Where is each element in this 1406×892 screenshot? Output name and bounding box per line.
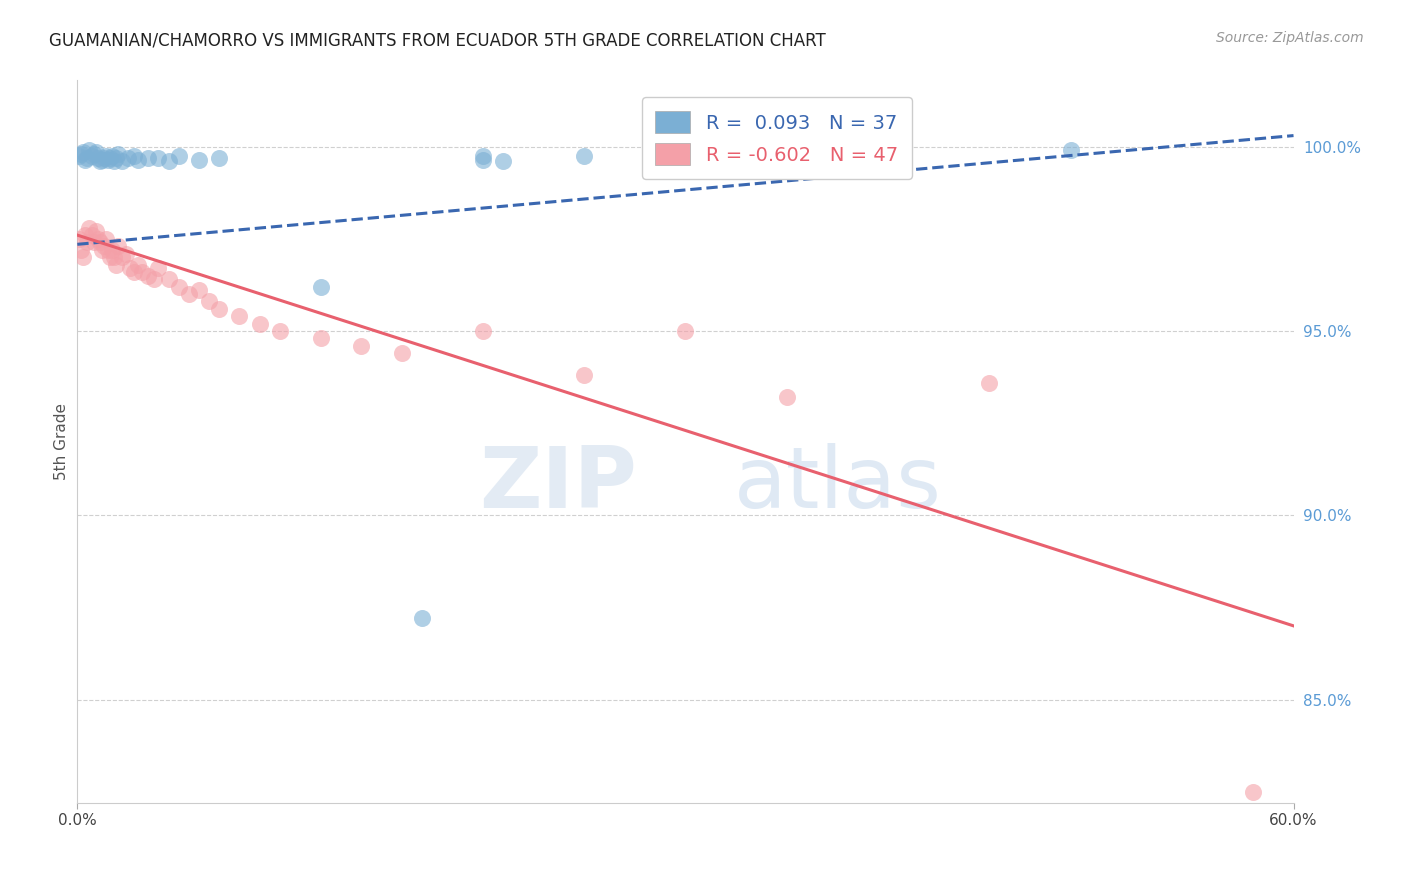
Point — [76, 235, 98, 250]
Point — [1241, 785, 1264, 799]
Point — [80, 149, 103, 163]
Point — [136, 151, 159, 165]
Point — [84, 145, 107, 160]
Point — [157, 154, 180, 169]
Point — [167, 279, 190, 293]
Point — [471, 153, 494, 167]
Point — [122, 265, 145, 279]
Point — [67, 149, 90, 163]
Point — [103, 154, 125, 169]
Point — [115, 246, 138, 260]
Point — [98, 250, 121, 264]
Point — [86, 151, 108, 165]
Text: GUAMANIAN/CHAMORRO VS IMMIGRANTS FROM ECUADOR 5TH GRADE CORRELATION CHART: GUAMANIAN/CHAMORRO VS IMMIGRANTS FROM EC… — [49, 31, 825, 49]
Point — [131, 265, 153, 279]
Point — [177, 287, 200, 301]
Point — [70, 147, 93, 161]
Point — [79, 220, 101, 235]
Point — [84, 224, 107, 238]
Text: Source: ZipAtlas.com: Source: ZipAtlas.com — [1216, 31, 1364, 45]
Point — [79, 144, 101, 158]
Text: atlas: atlas — [734, 443, 942, 526]
Point — [471, 324, 494, 338]
Point — [89, 235, 111, 250]
Point — [72, 145, 94, 160]
Point — [111, 250, 134, 264]
Point — [127, 258, 149, 272]
Text: ZIP: ZIP — [479, 443, 637, 526]
Point — [72, 250, 94, 264]
Point — [492, 154, 515, 169]
Point — [143, 272, 166, 286]
Point — [101, 149, 124, 163]
Point — [572, 368, 595, 383]
Point — [107, 147, 129, 161]
Point — [188, 284, 211, 298]
Point — [90, 153, 112, 167]
Point — [572, 149, 595, 163]
Point — [86, 232, 108, 246]
Point — [1059, 144, 1081, 158]
Point — [167, 149, 190, 163]
Point — [148, 261, 170, 276]
Point — [104, 258, 127, 272]
Point — [104, 152, 127, 166]
Point — [94, 149, 117, 163]
Point — [198, 294, 221, 309]
Point — [411, 611, 433, 625]
Point — [103, 250, 125, 264]
Point — [118, 261, 141, 276]
Point — [80, 228, 103, 243]
Point — [94, 232, 117, 246]
Point — [89, 154, 111, 169]
Point — [76, 151, 98, 165]
Legend: R =  0.093   N = 37, R = -0.602   N = 47: R = 0.093 N = 37, R = -0.602 N = 47 — [641, 97, 911, 179]
Point — [101, 243, 124, 257]
Point — [228, 309, 250, 323]
Point — [471, 149, 494, 163]
Point — [70, 243, 93, 257]
Point — [350, 339, 373, 353]
Point — [208, 301, 231, 316]
Point — [269, 324, 291, 338]
Point — [75, 228, 97, 243]
Point — [97, 243, 120, 257]
Point — [93, 151, 115, 165]
Point — [188, 153, 211, 167]
Point — [117, 151, 139, 165]
Point — [979, 376, 1001, 390]
Y-axis label: 5th Grade: 5th Grade — [53, 403, 69, 480]
Point — [98, 151, 121, 165]
Point — [157, 272, 180, 286]
Point — [111, 154, 134, 169]
Point — [67, 232, 90, 246]
Point — [83, 235, 105, 250]
Point — [776, 390, 799, 404]
Point — [208, 152, 231, 166]
Point — [93, 239, 115, 253]
Point — [675, 324, 697, 338]
Point — [127, 153, 149, 167]
Point — [148, 152, 170, 166]
Point — [391, 346, 413, 360]
Point — [136, 268, 159, 283]
Point — [122, 149, 145, 163]
Point — [83, 147, 105, 161]
Point — [249, 317, 271, 331]
Point — [90, 243, 112, 257]
Point — [309, 331, 332, 345]
Point — [107, 239, 129, 253]
Point — [97, 153, 120, 167]
Point — [309, 279, 332, 293]
Point — [75, 153, 97, 167]
